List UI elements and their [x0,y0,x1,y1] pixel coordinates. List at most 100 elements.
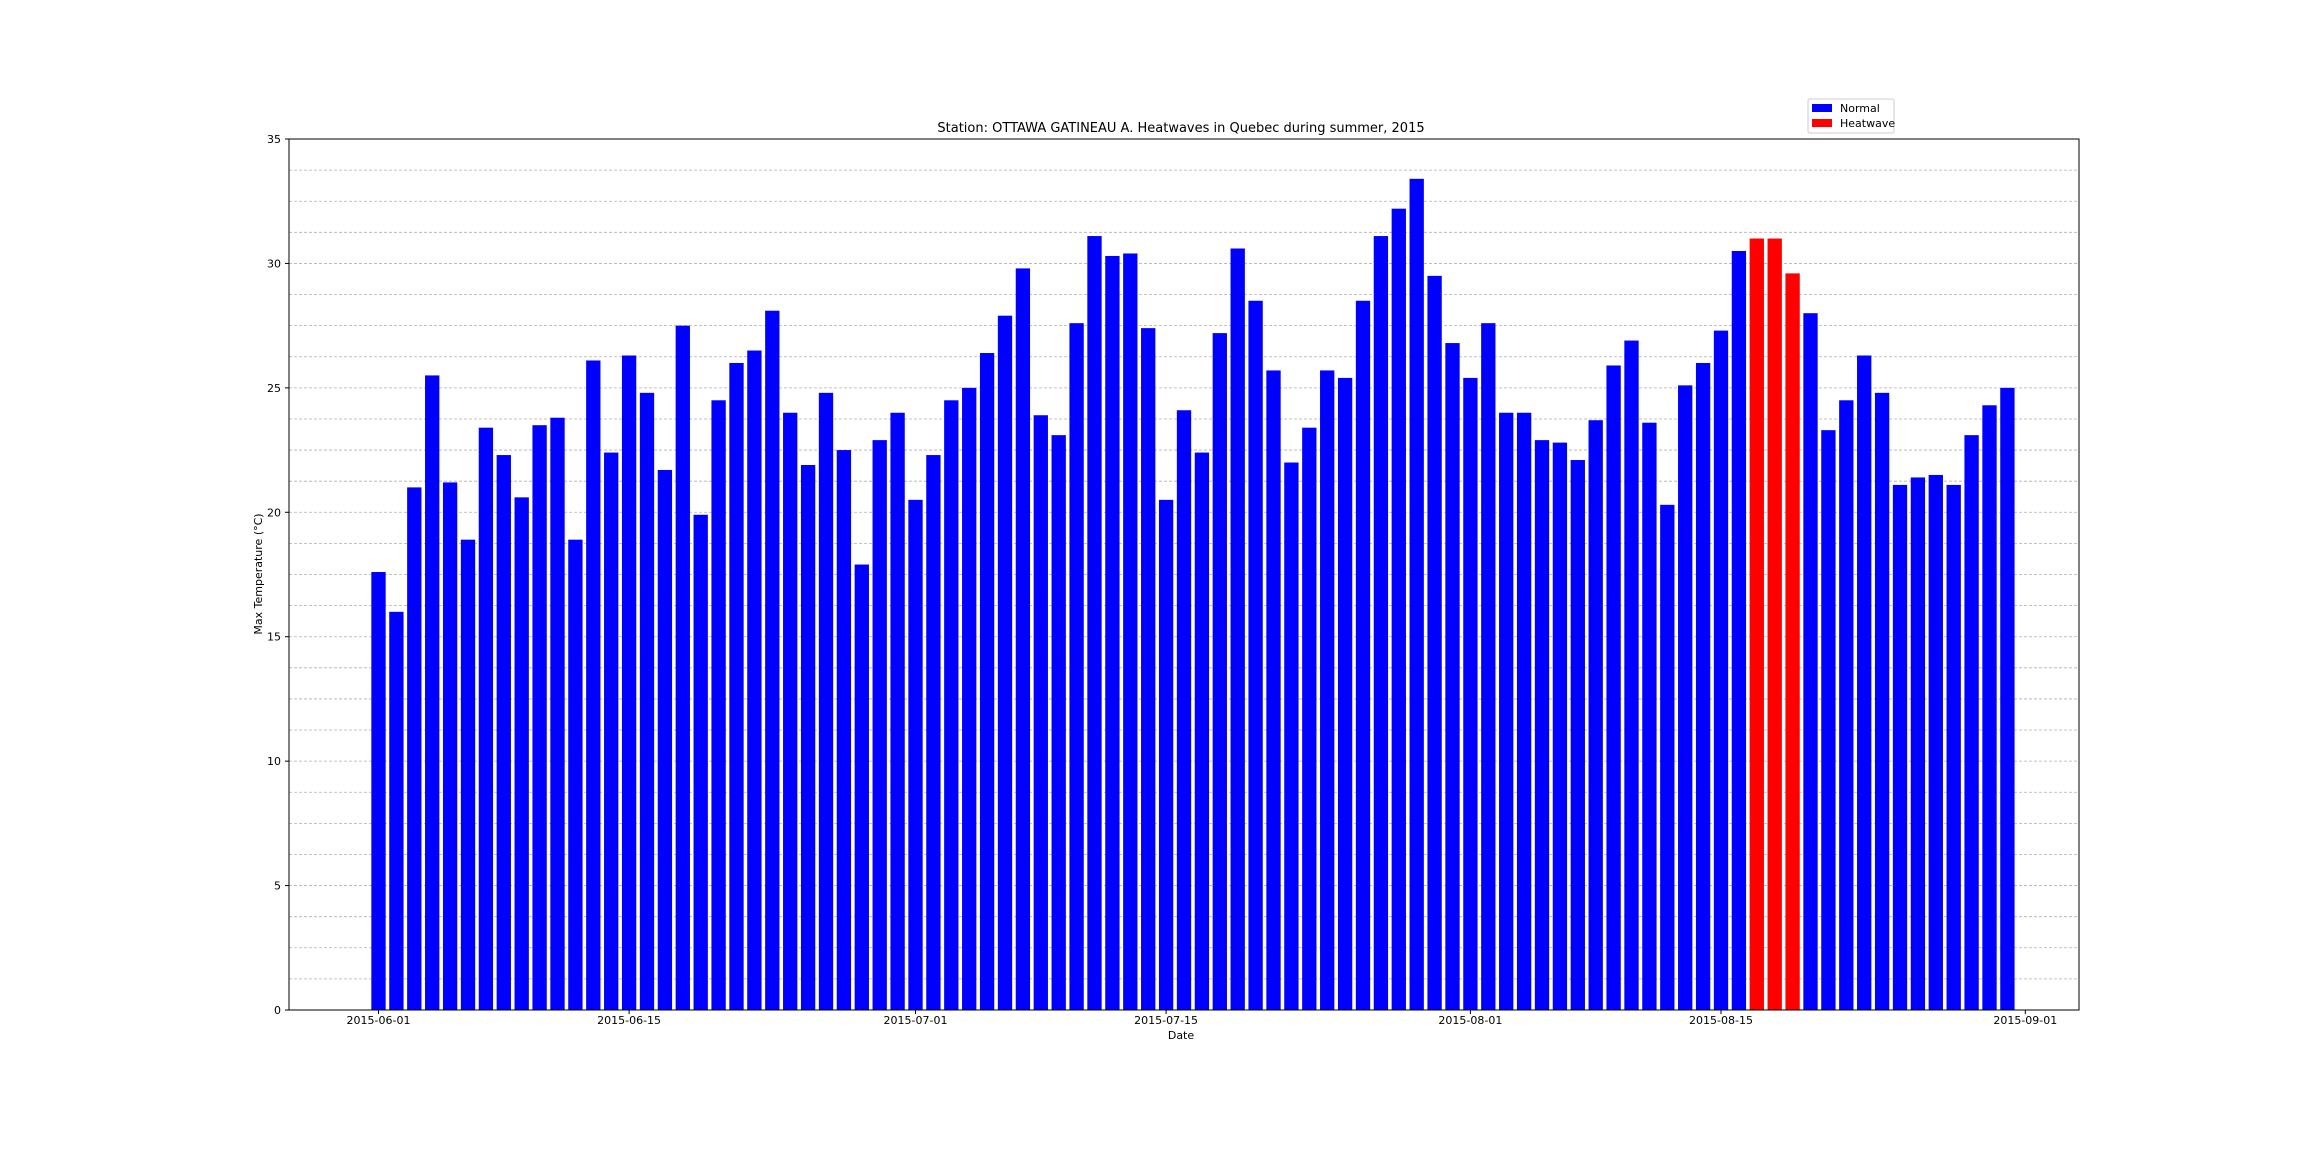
bar-2015-06-16 [639,392,655,1010]
x-tick-label: 2015-07-15 [1134,1014,1198,1027]
legend-label-normal: Normal [1840,102,1880,115]
legend: Normal Heatwave [1807,98,1895,134]
bar-2015-08-13 [1678,385,1693,1011]
bar-2015-08-31 [2000,387,2015,1010]
bar-2015-08-05 [1534,440,1550,1010]
bar-2015-07-04 [962,387,977,1010]
x-tick-label: 2015-08-01 [1438,1014,1502,1027]
bar-2015-07-02 [926,455,941,1010]
bar-2015-08-20 [1803,313,1818,1010]
bar-2015-07-28 [1391,208,1406,1010]
bar-2015-07-20 [1248,300,1263,1010]
bar-2015-06-30 [890,412,905,1010]
bar-2015-08-02 [1481,323,1496,1010]
bar-2015-06-15 [621,355,637,1010]
bar-2015-06-06 [460,539,476,1010]
y-tick-label: 25 [267,382,281,395]
x-tick-label: 2015-06-01 [347,1014,411,1027]
bar-2015-06-05 [442,482,458,1010]
bar-2015-07-31 [1445,343,1460,1010]
bar-2015-07-24 [1320,370,1335,1010]
bar-2015-08-04 [1516,412,1532,1010]
x-tick-label: 2015-07-01 [884,1014,948,1027]
bar-2015-08-23 [1857,355,1872,1010]
bar-2015-06-19 [693,514,708,1010]
y-tick-label: 20 [267,506,281,519]
bar-2015-07-19 [1230,248,1245,1011]
legend-swatch-heatwave [1812,119,1832,127]
bar-2015-07-09 [1051,435,1066,1010]
bar-2015-08-27 [1928,474,1943,1010]
y-axis-ticks: 0 5 10 15 20 25 30 35 [267,133,289,1017]
y-tick-label: 0 [274,1004,281,1017]
bar-2015-08-19 [1785,273,1800,1011]
bar-2015-07-05 [979,353,995,1010]
bar-2015-06-17 [657,469,673,1011]
bar-2015-08-30 [1982,405,1997,1011]
y-tick-label: 35 [267,133,281,146]
bar-2015-08-10 [1624,340,1639,1010]
bar-2015-07-14 [1141,328,1156,1010]
bar-2015-07-03 [944,400,959,1010]
bar-2015-06-25 [800,465,816,1010]
chart-title: Station: OTTAWA GATINEAU A. Heatwaves in… [937,121,1424,136]
bar-2015-06-10 [532,425,547,1011]
bar-2015-06-08 [496,455,511,1010]
bar-2015-08-25 [1892,484,1908,1010]
bar-2015-06-02 [389,611,404,1010]
bar-2015-06-09 [514,497,529,1011]
x-tick-label: 2015-09-01 [1993,1014,2057,1027]
bar-2015-06-23 [765,310,780,1010]
bar-2015-08-08 [1588,420,1603,1010]
bar-2015-07-18 [1212,333,1227,1010]
bar-2015-06-13 [586,360,601,1010]
bar-2015-08-01 [1463,377,1478,1011]
x-axis-ticks: 2015-06-01 2015-06-15 2015-07-01 2015-07-15… [347,1010,2057,1027]
bar-2015-06-22 [747,350,762,1010]
bar-2015-07-07 [1015,268,1031,1010]
bar-2015-07-26 [1355,300,1371,1010]
bar-2015-07-01 [908,499,923,1010]
bar-2015-07-15 [1158,499,1174,1010]
bar-2015-08-11 [1642,422,1657,1010]
y-tick-label: 10 [267,755,281,768]
x-tick-label: 2015-08-15 [1689,1014,1753,1027]
bar-2015-07-08 [1033,415,1048,1010]
bar-2015-06-20 [711,400,726,1010]
bar-2015-07-27 [1373,236,1389,1010]
bar-2015-07-23 [1302,427,1317,1010]
bar-2015-06-29 [872,440,887,1010]
x-tick-label: 2015-06-15 [597,1014,661,1027]
bar-2015-06-01 [371,572,386,1010]
bar-2015-07-25 [1337,377,1353,1011]
bar-2015-07-13 [1123,253,1138,1010]
bar-2015-06-04 [425,375,440,1010]
bar-2015-08-12 [1660,504,1675,1010]
bar-2015-07-12 [1105,255,1120,1010]
bar-2015-08-14 [1695,362,1711,1010]
bar-2015-08-29 [1964,435,1979,1010]
bar-2015-06-03 [407,487,422,1010]
bar-2015-08-09 [1606,365,1621,1011]
bar-2015-06-24 [783,412,798,1010]
y-tick-label: 5 [274,880,281,893]
bar-2015-06-21 [729,362,744,1010]
legend-label-heatwave: Heatwave [1840,117,1895,130]
bar-2015-08-17 [1749,238,1764,1011]
bar-2015-08-07 [1570,460,1585,1010]
bar-2015-08-28 [1946,484,1961,1010]
bar-2015-08-26 [1910,477,1926,1011]
bar-2015-06-12 [568,539,583,1010]
bar-2015-06-28 [854,564,869,1010]
bar-2015-08-18 [1767,238,1782,1011]
bar-2015-07-29 [1409,178,1424,1010]
bar-2015-07-22 [1284,462,1299,1010]
bar-2015-08-21 [1821,430,1836,1011]
x-axis-label: Date [1168,1029,1195,1042]
bar-2015-06-27 [836,450,852,1011]
legend-swatch-normal [1812,104,1832,112]
bar-2015-06-14 [604,452,619,1010]
bar-2015-08-16 [1731,250,1747,1010]
bar-2015-07-10 [1069,323,1084,1010]
